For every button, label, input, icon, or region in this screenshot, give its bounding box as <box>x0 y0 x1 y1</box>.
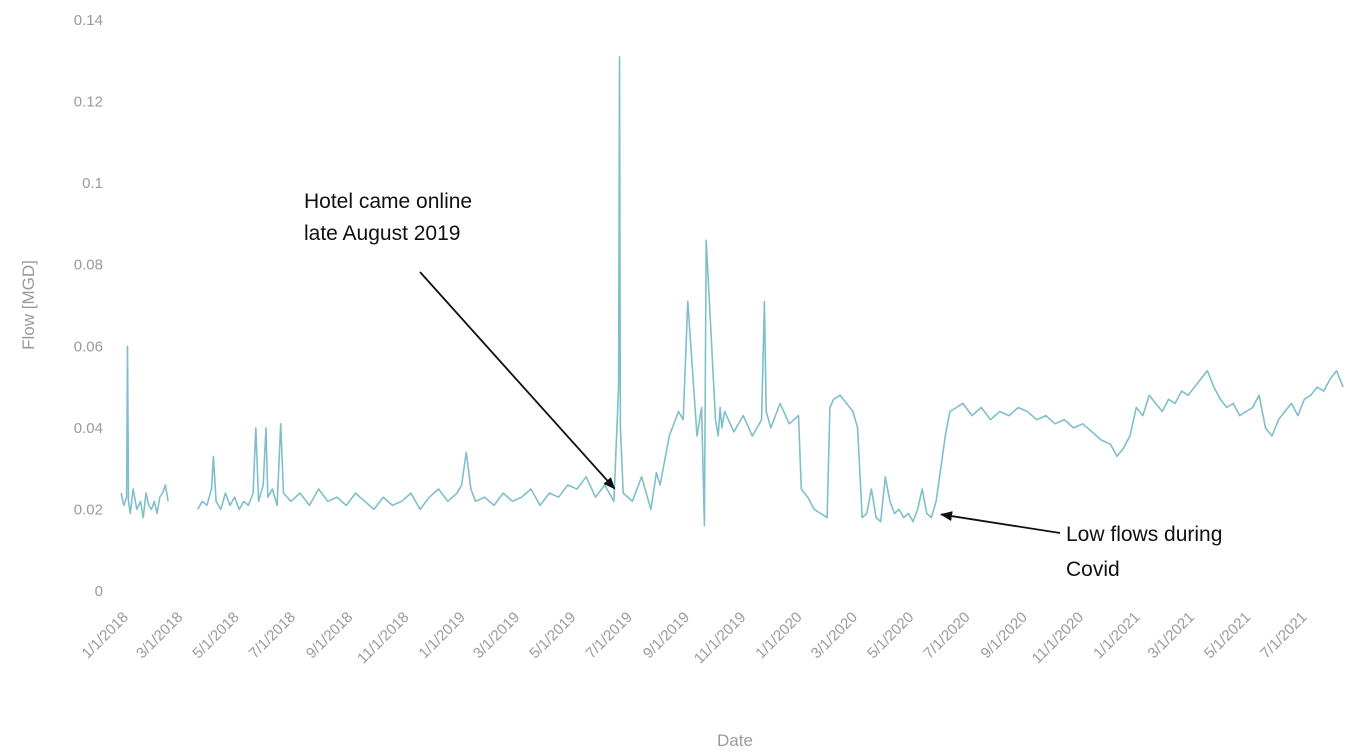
x-tick-label: 11/1/2019 <box>691 609 749 667</box>
y-tick-label: 0.08 <box>74 257 103 274</box>
y-tick-label: 0.04 <box>74 420 103 437</box>
x-tick-label: 5/1/2019 <box>526 609 579 662</box>
x-tick-label: 9/1/2018 <box>303 609 356 662</box>
x-tick-label: 3/1/2019 <box>470 609 523 662</box>
x-tick-label: 1/1/2021 <box>1090 609 1143 662</box>
x-tick-label: 5/1/2018 <box>189 609 242 662</box>
series-group <box>120 55 1344 527</box>
y-tick-label: 0 <box>95 583 103 600</box>
y-tick-label: 0.06 <box>74 338 103 355</box>
y-tick-label: 0.1 <box>82 175 103 192</box>
x-axis-ticks: 1/1/2018 3/1/2018 5/1/2018 7/1/2018 9/1/2018… <box>79 609 1311 667</box>
x-tick-label: 7/1/2018 <box>246 609 299 662</box>
x-tick-label: 5/1/2021 <box>1201 609 1254 662</box>
annotation-hotel-arrow <box>419 271 616 490</box>
x-tick-label: 1/1/2018 <box>79 609 132 662</box>
annotation-hotel-line: late August 2019 <box>304 222 460 245</box>
x-tick-label: 9/1/2020 <box>978 609 1031 662</box>
x-tick-label: 7/1/2020 <box>920 609 973 662</box>
annotation-hotel-line: Hotel came online <box>304 190 472 213</box>
x-tick-label: 9/1/2019 <box>640 609 693 662</box>
x-tick-label: 7/1/2019 <box>583 609 636 662</box>
y-tick-label: 0.14 <box>74 12 103 29</box>
x-tick-label: 3/1/2018 <box>133 609 186 662</box>
x-axis-title: Date <box>717 731 753 750</box>
x-tick-label: 11/1/2018 <box>354 609 412 667</box>
y-tick-label: 0.12 <box>74 94 103 111</box>
x-tick-label: 5/1/2020 <box>864 609 917 662</box>
y-axis-title: Flow [MGD] <box>19 260 38 350</box>
x-tick-label: 1/1/2019 <box>415 609 468 662</box>
x-tick-label: 3/1/2020 <box>808 609 861 662</box>
annotations-group: Hotel came online late August 2019 Low flo… <box>304 190 1222 581</box>
series-line <box>120 345 169 519</box>
y-tick-label: 0.02 <box>74 501 103 518</box>
y-axis-ticks: 0 0.02 0.04 0.06 0.08 0.1 0.12 0.14 <box>74 12 103 600</box>
series-line <box>197 55 1344 527</box>
x-tick-label: 1/1/2020 <box>752 609 805 662</box>
x-tick-label: 11/1/2020 <box>1029 609 1087 667</box>
annotation-covid-line: Covid <box>1066 558 1120 581</box>
annotation-covid-arrow <box>940 511 1061 534</box>
x-tick-label: 7/1/2021 <box>1257 609 1310 662</box>
x-tick-label: 3/1/2021 <box>1145 609 1198 662</box>
annotation-covid-line: Low flows during <box>1066 523 1222 546</box>
